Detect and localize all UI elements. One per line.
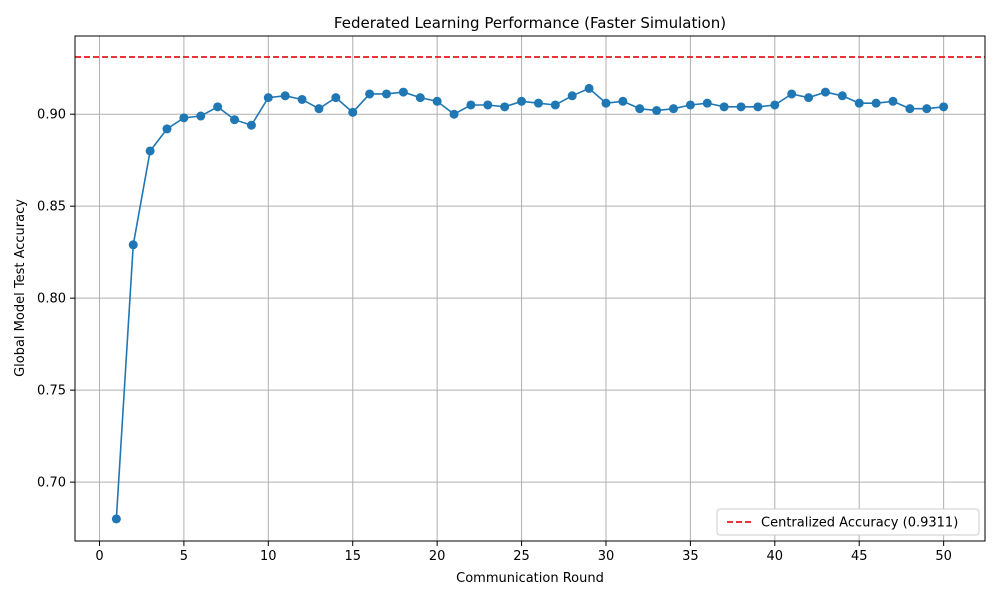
- data-point: [804, 93, 814, 103]
- data-point: [449, 109, 459, 119]
- data-point: [669, 104, 679, 114]
- x-tick-label: 0: [95, 549, 103, 564]
- data-point: [854, 98, 864, 108]
- x-tick-label: 10: [260, 549, 277, 564]
- x-tick-label: 20: [429, 549, 446, 564]
- legend: Centralized Accuracy (0.9311): [716, 508, 980, 536]
- data-point: [128, 240, 138, 250]
- plot-frame: [74, 35, 986, 542]
- legend-box: [716, 508, 980, 536]
- data-point: [331, 93, 341, 103]
- y-axis: 0.70 0.75 0.80 0.85 0.90: [37, 108, 75, 491]
- data-point: [787, 89, 797, 99]
- data-point: [753, 102, 763, 112]
- data-point: [365, 89, 375, 99]
- data-point: [348, 107, 358, 117]
- data-point: [685, 100, 695, 110]
- data-point: [601, 98, 611, 108]
- y-tick-label: 0.80: [37, 292, 66, 307]
- series-layer: [111, 83, 949, 524]
- data-point: [111, 514, 121, 524]
- data-point: [145, 146, 155, 156]
- data-point: [533, 98, 543, 108]
- x-axis-label: Communication Round: [456, 571, 604, 586]
- x-tick-label: 25: [513, 549, 530, 564]
- data-point: [432, 96, 442, 106]
- data-point: [635, 104, 645, 114]
- data-point: [736, 102, 746, 112]
- y-tick-label: 0.70: [37, 476, 66, 491]
- data-point: [837, 91, 847, 101]
- data-point: [398, 87, 408, 97]
- data-point: [618, 96, 628, 106]
- grid: [75, 36, 985, 541]
- y-tick-label: 0.90: [37, 108, 66, 123]
- data-point: [652, 106, 662, 116]
- data-point: [550, 100, 560, 110]
- data-point: [162, 124, 172, 134]
- data-point: [466, 100, 476, 110]
- x-tick-label: 50: [935, 549, 952, 564]
- data-point: [500, 102, 510, 112]
- x-axis: 0 5 10 15 20 25 30 35 40 45 50: [95, 541, 952, 564]
- data-point: [770, 100, 780, 110]
- data-point: [263, 93, 273, 103]
- y-tick-label: 0.75: [37, 384, 66, 399]
- x-tick-label: 15: [344, 549, 361, 564]
- x-tick-label: 45: [851, 549, 868, 564]
- data-point: [702, 98, 712, 108]
- x-tick-label: 5: [180, 549, 188, 564]
- data-point: [567, 91, 577, 101]
- data-point: [939, 102, 949, 112]
- legend-label: Centralized Accuracy (0.9311): [761, 516, 958, 531]
- data-point: [280, 91, 290, 101]
- series-line: [115, 87, 944, 519]
- x-tick-label: 30: [598, 549, 615, 564]
- chart-title: Federated Learning Performance (Faster S…: [334, 14, 726, 32]
- data-point: [584, 83, 594, 93]
- data-point: [381, 89, 391, 99]
- data-point: [230, 115, 240, 125]
- data-point: [415, 93, 425, 103]
- data-point: [483, 100, 493, 110]
- data-point: [871, 98, 881, 108]
- data-point: [719, 102, 729, 112]
- data-point: [246, 120, 256, 130]
- data-point: [922, 104, 932, 114]
- data-point: [297, 94, 307, 104]
- data-point: [517, 96, 527, 106]
- data-point: [820, 87, 830, 97]
- x-tick-label: 40: [767, 549, 784, 564]
- data-point: [314, 104, 324, 114]
- x-tick-label: 35: [682, 549, 699, 564]
- data-point: [179, 113, 189, 123]
- data-point: [905, 104, 915, 114]
- y-tick-label: 0.85: [37, 200, 66, 215]
- y-axis-label: Global Model Test Accuracy: [13, 199, 28, 377]
- data-point: [888, 96, 898, 106]
- data-point: [213, 102, 223, 112]
- data-point: [196, 111, 206, 121]
